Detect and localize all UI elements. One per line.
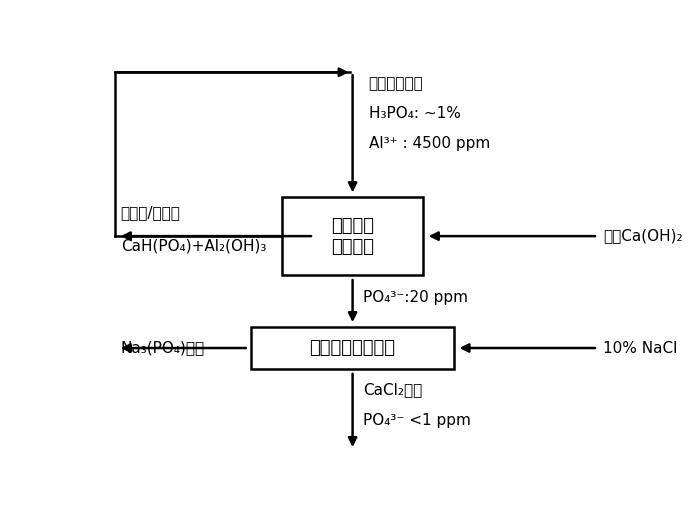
Bar xyxy=(251,327,454,369)
Text: PO₄³⁻ <1 ppm: PO₄³⁻ <1 ppm xyxy=(363,414,471,429)
Text: CaCl₂溶液: CaCl₂溶液 xyxy=(363,383,422,398)
Text: 含铝磷酸废液: 含铝磷酸废液 xyxy=(369,76,423,91)
Text: Na₃(PO₄)溶液: Na₃(PO₄)溶液 xyxy=(120,340,205,356)
Text: PO₄³⁻:20 ppm: PO₄³⁻:20 ppm xyxy=(363,290,469,305)
Text: Al³⁺ : 4500 ppm: Al³⁺ : 4500 ppm xyxy=(369,136,490,151)
Text: 磷酸钙/铝沉淀: 磷酸钙/铝沉淀 xyxy=(120,205,180,220)
Bar xyxy=(282,197,423,275)
Text: 磷酸钙沉
淀过滤锅: 磷酸钙沉 淀过滤锅 xyxy=(331,217,374,255)
Text: 阴离子交换树脂床: 阴离子交换树脂床 xyxy=(310,339,396,357)
Text: CaH(PO₄)+Al₂(OH)₃: CaH(PO₄)+Al₂(OH)₃ xyxy=(120,238,266,253)
Text: H₃PO₄: ~1%: H₃PO₄: ~1% xyxy=(369,106,460,121)
Text: 石灰Ca(OH)₂: 石灰Ca(OH)₂ xyxy=(603,228,682,243)
Text: 10% NaCl: 10% NaCl xyxy=(603,340,678,356)
